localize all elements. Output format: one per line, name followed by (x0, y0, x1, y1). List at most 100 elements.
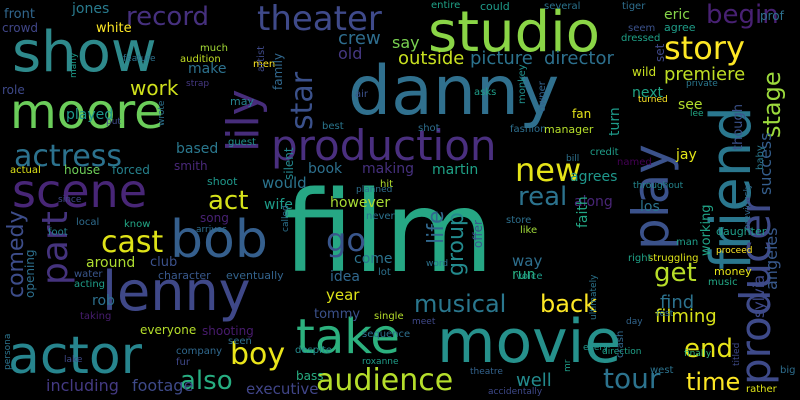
cloud-word: planned (356, 185, 393, 195)
cloud-word: theater (257, 0, 382, 39)
cloud-word: fashion (510, 124, 547, 135)
cloud-word: manager (544, 123, 594, 136)
cloud-word: titled (732, 342, 742, 366)
cloud-word: back (540, 290, 598, 318)
cloud-word: west (650, 365, 674, 376)
cloud-word: actress (14, 139, 123, 174)
cloud-word: bill (566, 154, 580, 164)
cloud-word: well (516, 370, 552, 391)
cloud-word: every (583, 343, 609, 353)
cloud-word: moore (10, 84, 164, 140)
cloud-word: run (512, 267, 536, 283)
cloud-word: tommy (314, 307, 361, 322)
cloud-word: lenny (102, 260, 251, 323)
cloud-word: show (12, 20, 157, 85)
cloud-word: actual (10, 165, 41, 176)
cloud-word: foot (48, 227, 68, 238)
cloud-word: group (444, 212, 469, 276)
cloud-word: struggling (648, 253, 699, 264)
cloud-word: daughter (716, 225, 767, 238)
cloud-word: movie (437, 307, 622, 377)
cloud-word: guest (228, 137, 256, 148)
cloud-word: water (74, 269, 103, 280)
cloud-word: local (76, 217, 100, 228)
cloud-word: taking (80, 311, 112, 322)
cloud-word: seen (228, 336, 252, 347)
cloud-word: private (686, 79, 718, 89)
cloud-word: outside (398, 48, 465, 69)
cloud-word: right (628, 253, 652, 264)
cloud-word: man (676, 237, 699, 248)
cloud-word: idea (330, 269, 360, 285)
cloud-word: never (366, 211, 395, 222)
cloud-word: cast (101, 225, 164, 260)
cloud-word: set (653, 43, 667, 62)
cloud-word: real (518, 182, 568, 212)
cloud-word: wrote (157, 100, 167, 126)
cloud-word: take (296, 309, 400, 365)
cloud-word: jay (676, 147, 697, 163)
cloud-word: record (126, 2, 210, 32)
cloud-word: studio (428, 0, 600, 65)
cloud-word: agree (664, 21, 696, 34)
cloud-word: part (35, 211, 76, 285)
cloud-word: boy (230, 337, 286, 372)
cloud-word: opening (23, 249, 37, 298)
cloud-word: ultimately (589, 274, 599, 320)
cloud-word: making (362, 161, 414, 177)
cloud-word: previously (743, 183, 753, 230)
cloud-word: money (714, 265, 752, 278)
cloud-word: big (780, 365, 796, 376)
cloud-word: based (176, 141, 219, 157)
cloud-word: artist (256, 45, 267, 72)
cloud-word: crash (615, 330, 626, 358)
cloud-word: company (176, 346, 223, 357)
cloud-word: bob (170, 210, 268, 270)
cloud-word: feature (123, 54, 156, 64)
cloud-word: sequence (362, 329, 411, 340)
cloud-word: credit (590, 147, 619, 158)
cloud-word: around (86, 255, 136, 271)
cloud-word: wife (264, 197, 293, 213)
cloud-word: proceed (716, 246, 753, 256)
cloud-word: many (69, 52, 79, 78)
cloud-word: story (664, 29, 745, 67)
cloud-word: owner (537, 81, 548, 112)
cloud-word: find (660, 292, 695, 313)
cloud-word: fan (572, 107, 592, 121)
cloud-word: say (392, 33, 420, 52)
cloud-word: direction (602, 347, 642, 357)
cloud-word: martin (432, 162, 479, 178)
cloud-word: would (262, 174, 307, 192)
cloud-word: front (4, 7, 35, 22)
cloud-word: theatre (470, 367, 503, 377)
cloud-word: may (230, 95, 254, 108)
cloud-word: roxanne (362, 357, 399, 367)
cloud-word: offer (471, 220, 485, 248)
cloud-word: crowd (2, 21, 39, 35)
cloud-word: men (253, 59, 276, 70)
cloud-word: baby (755, 145, 766, 170)
cloud-word: bass (296, 369, 324, 383)
cloud-word: arrives (196, 225, 227, 235)
cloud-word: acting (74, 279, 106, 290)
cloud-word: filming (655, 306, 717, 327)
cloud-word: shot (418, 123, 440, 134)
cloud-word: work (130, 76, 179, 100)
cloud-word: smith (174, 159, 208, 173)
cloud-word: everyone (140, 323, 197, 337)
cloud-word: eventually (226, 269, 284, 282)
cloud-word: sylvia (750, 274, 768, 318)
cloud-word: white (96, 21, 132, 36)
cloud-word: executive (246, 380, 319, 398)
cloud-word: rest (656, 309, 674, 319)
cloud-word: day (626, 317, 643, 327)
cloud-word: seem (628, 23, 656, 34)
cloud-word: tiger (622, 1, 646, 12)
cloud-word: meet (412, 317, 436, 327)
cloud-word: since (58, 195, 82, 205)
cloud-word: see (678, 97, 703, 113)
cloud-word: best (322, 121, 344, 132)
cloud-word: audition (180, 54, 221, 65)
